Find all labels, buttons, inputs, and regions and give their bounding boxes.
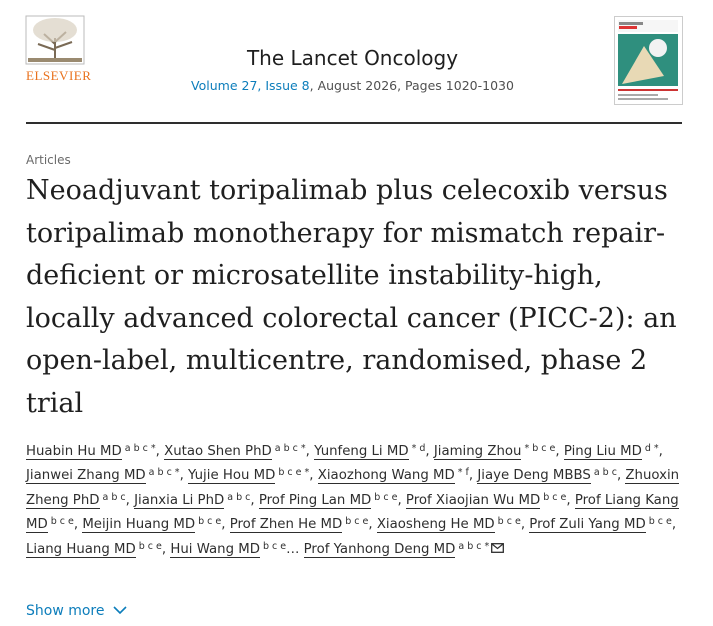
separator: , xyxy=(73,517,79,533)
author[interactable]: Meijin Huang MD b c e, xyxy=(82,516,226,534)
author-name[interactable]: Huabin Hu MD xyxy=(26,444,122,460)
author[interactable]: Prof Yanhong Deng MD a b c * xyxy=(303,540,505,558)
author-affiliations[interactable]: a b c * xyxy=(274,443,306,454)
author-list: Huabin Hu MD a b c *, Xutao Shen PhD a b c… xyxy=(26,440,696,562)
separator: , xyxy=(566,492,571,508)
separator: , xyxy=(161,541,167,557)
article-type: Articles xyxy=(26,153,71,167)
author-name[interactable]: Meijin Huang MD xyxy=(82,517,196,534)
author-name[interactable]: Ping Liu MD xyxy=(563,444,642,460)
separator: , xyxy=(616,468,622,484)
author-affiliations[interactable]: * b c e xyxy=(524,443,556,454)
author-affiliations[interactable]: b c e xyxy=(262,540,287,552)
author[interactable]: Ping Liu MD d *, xyxy=(563,443,663,460)
author-affiliations[interactable]: b c e xyxy=(50,516,74,528)
author[interactable]: Jiaming Zhou * b c e, xyxy=(433,443,560,460)
author-affiliations[interactable]: b c e xyxy=(497,516,521,528)
author[interactable]: Prof Zuli Yang MD b c e, xyxy=(529,516,677,534)
separator: , xyxy=(155,444,160,459)
separator: , xyxy=(425,444,430,459)
divider xyxy=(26,122,682,124)
elsevier-logo xyxy=(25,15,85,65)
author-affiliations[interactable]: a b c * xyxy=(148,467,180,479)
author-affiliations[interactable]: b c e xyxy=(648,516,672,528)
author-name[interactable]: Zhuoxin Zheng PhD xyxy=(26,468,680,509)
author-name[interactable]: Prof Xiaojian Wu MD xyxy=(405,492,541,509)
author-affiliations[interactable]: a b c * xyxy=(124,443,156,454)
journal-title[interactable]: The Lancet Oncology xyxy=(246,46,459,70)
separator: , xyxy=(309,468,314,484)
ellipsis[interactable]: … xyxy=(286,541,300,557)
author[interactable]: Yunfeng Li MD * d, xyxy=(314,443,430,460)
author-name[interactable]: Prof Zuli Yang MD xyxy=(529,517,646,534)
author[interactable]: Xutao Shen PhD a b c *, xyxy=(164,443,310,460)
separator: , xyxy=(468,468,474,484)
separator: , xyxy=(221,517,226,533)
author-affiliations[interactable]: b c e xyxy=(198,516,222,528)
separator: , xyxy=(368,517,373,533)
author-affiliations[interactable]: b c e xyxy=(374,491,398,503)
author-name[interactable]: Prof Liang Kang MD xyxy=(26,492,679,534)
publisher: ELSEVIER xyxy=(26,68,92,83)
author-name[interactable]: Prof Yanhong Deng MD xyxy=(303,541,456,558)
author-affiliations[interactable]: b c e xyxy=(543,491,567,503)
author-name[interactable]: Xiaozhong Wang MD xyxy=(317,468,455,485)
separator: , xyxy=(125,492,130,508)
author[interactable]: Hui Wang MD b c e… xyxy=(170,540,300,558)
author[interactable]: Huabin Hu MD a b c *, xyxy=(26,443,160,460)
email-icon[interactable] xyxy=(491,542,505,553)
author-affiliations[interactable]: a b c xyxy=(593,467,617,479)
author-name[interactable]: Xutao Shen PhD xyxy=(164,444,272,460)
chevron-icon xyxy=(113,606,127,615)
separator: , xyxy=(305,444,310,459)
issue-details: , August 2026, Pages 1020-1030 xyxy=(309,78,514,93)
author-affiliations[interactable]: b c e xyxy=(138,540,162,552)
separator: , xyxy=(397,492,402,508)
article-title: Neoadjuvant toripalimab plus celecoxib v… xyxy=(26,175,677,419)
author-affiliations[interactable]: b c e xyxy=(345,516,369,528)
author-name[interactable]: Jianwei Zhang MD xyxy=(26,468,146,485)
author[interactable]: Jianxia Li PhD a b c, xyxy=(134,491,255,509)
author[interactable]: Prof Zhen He MD b c e, xyxy=(229,516,373,534)
author-name[interactable]: Liang Huang MD xyxy=(26,541,136,558)
separator: , xyxy=(658,444,663,459)
author[interactable]: Prof Liang Kang MD b c e, xyxy=(26,492,679,534)
author-name[interactable]: Yunfeng Li MD xyxy=(314,444,409,460)
separator: , xyxy=(520,517,526,533)
separator: , xyxy=(671,517,677,533)
author-name[interactable]: Prof Zhen He MD xyxy=(229,517,343,534)
author-affiliations[interactable]: d * xyxy=(644,443,659,454)
author-name[interactable]: Jiaming Zhou xyxy=(433,444,522,460)
author-name[interactable]: Xiaosheng He MD xyxy=(376,517,495,534)
author-affiliations[interactable]: a b c xyxy=(227,491,251,503)
author-affiliations[interactable]: * f xyxy=(457,467,469,479)
separator: , xyxy=(179,468,184,484)
author[interactable]: Jianwei Zhang MD a b c *, xyxy=(26,467,184,485)
author[interactable]: Xiaozhong Wang MD * f, xyxy=(317,467,474,485)
separator: , xyxy=(250,492,255,508)
author-name[interactable]: Jianxia Li PhD xyxy=(134,492,225,509)
author-name[interactable]: Yujie Hou MD xyxy=(188,468,276,485)
author-name[interactable]: Jiaye Deng MBBS xyxy=(477,468,591,485)
journal-details: Volume 27, Issue 8, August 2026, Pages 1… xyxy=(150,78,555,93)
author[interactable]: Zhuoxin Zheng PhD a b c, xyxy=(26,468,680,509)
author-affiliations[interactable]: b c e * xyxy=(278,467,310,479)
author[interactable]: Prof Ping Lan MD b c e, xyxy=(258,491,402,509)
author[interactable]: Jiaye Deng MBBS a b c, xyxy=(477,467,622,485)
separator: , xyxy=(555,444,560,459)
author[interactable]: Xiaosheng He MD b c e, xyxy=(376,516,526,534)
author[interactable]: Prof Xiaojian Wu MD b c e, xyxy=(405,491,571,509)
journal-cover[interactable] xyxy=(614,16,684,106)
volume-link[interactable]: Volume 27, Issue 8 xyxy=(191,78,310,93)
author-affiliations[interactable]: a b c * xyxy=(458,540,490,552)
author[interactable]: Yujie Hou MD b c e *, xyxy=(188,467,314,485)
show-more-label[interactable]: Show more xyxy=(26,603,105,619)
author-name[interactable]: Hui Wang MD xyxy=(170,541,260,558)
author-affiliations[interactable]: a b c xyxy=(102,491,126,503)
show-more[interactable]: Show more xyxy=(26,603,127,619)
author-affiliations[interactable]: * d xyxy=(411,443,426,454)
author-name[interactable]: Prof Ping Lan MD xyxy=(258,492,372,509)
author[interactable]: Liang Huang MD b c e, xyxy=(26,540,167,558)
